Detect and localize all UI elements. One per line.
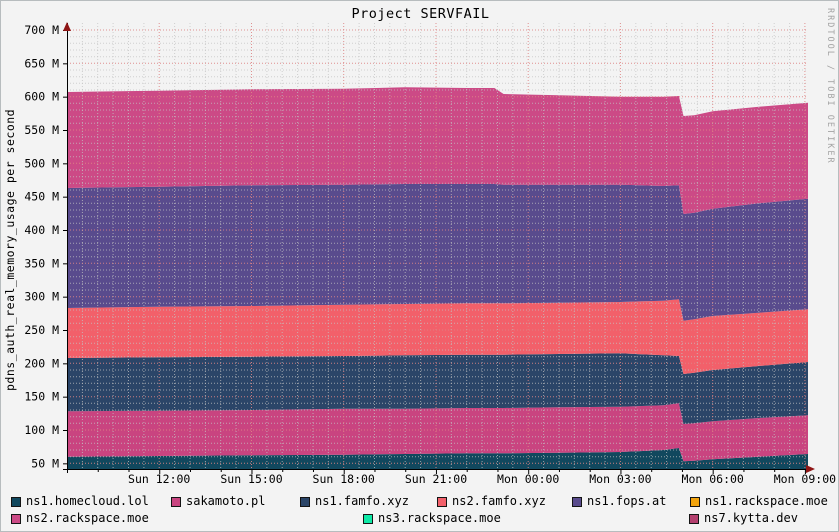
legend-swatch-icon	[437, 496, 447, 507]
legend-label: sakamoto.pl	[186, 494, 266, 508]
svg-text:Sun 18:00: Sun 18:00	[313, 472, 375, 486]
legend-item-ns1-fops-at: ns1.fops.at	[572, 495, 666, 508]
svg-text:Sun 15:00: Sun 15:00	[220, 472, 282, 486]
x-tick-labels: Sun 12:00 Sun 15:00 Sun 18:00 Sun 21:00 Mon …	[128, 472, 836, 486]
x-axis-arrow-icon	[806, 465, 815, 473]
svg-text:Sun 12:00: Sun 12:00	[128, 472, 190, 486]
svg-text:350 M: 350 M	[24, 256, 59, 270]
svg-text:450 M: 450 M	[24, 190, 59, 204]
legend-item-ns2-famfo-xyz: ns2.famfo.xyz	[437, 495, 546, 508]
legend-item-ns3-rackspace-moe: ns3.rackspace.moe	[363, 512, 501, 525]
svg-text:50 M: 50 M	[31, 456, 59, 470]
svg-text:300 M: 300 M	[24, 290, 59, 304]
legend-label: ns1.fops.at	[587, 494, 667, 508]
legend-item-ns1-homecloud-lol: ns1.homecloud.lol	[11, 495, 149, 508]
legend-label: ns1.homecloud.lol	[26, 494, 149, 508]
svg-text:Mon 09:00: Mon 09:00	[774, 472, 836, 486]
legend-item-ns7-kytta-dev: ns7.kytta.dev	[689, 512, 798, 525]
axes	[63, 23, 810, 474]
svg-text:250 M: 250 M	[24, 323, 59, 337]
legend-label: ns2.famfo.xyz	[452, 494, 546, 508]
y-axis-arrow-icon	[63, 22, 71, 31]
legend-swatch-icon	[572, 496, 582, 507]
svg-text:200 M: 200 M	[24, 356, 59, 370]
legend-swatch-icon	[300, 496, 310, 507]
legend-label: ns3.rackspace.moe	[378, 511, 501, 525]
svg-text:Sun 21:00: Sun 21:00	[405, 472, 467, 486]
svg-text:700 M: 700 M	[24, 23, 59, 37]
svg-text:Mon 00:00: Mon 00:00	[497, 472, 559, 486]
svg-text:Mon 06:00: Mon 06:00	[682, 472, 744, 486]
legend-item-ns1-rackspace-moe: ns1.rackspace.moe	[690, 495, 828, 508]
svg-text:550 M: 550 M	[24, 123, 59, 137]
area-ns2.rackspace.moe	[67, 87, 808, 214]
svg-text:500 M: 500 M	[24, 156, 59, 170]
svg-text:100 M: 100 M	[24, 423, 59, 437]
area-ns2.famfo.xyz	[67, 299, 808, 374]
chart-title: Project SERVFAIL	[351, 6, 490, 22]
legend-swatch-icon	[363, 513, 373, 524]
svg-text:400 M: 400 M	[24, 223, 59, 237]
area-ns1.fops.at	[67, 184, 808, 321]
svg-text:150 M: 150 M	[24, 390, 59, 404]
grid-minor	[67, 23, 808, 469]
grid-major	[67, 23, 808, 469]
svg-text:600 M: 600 M	[24, 90, 59, 104]
svg-text:Mon 03:00: Mon 03:00	[589, 472, 651, 486]
legend-label: ns1.rackspace.moe	[705, 494, 828, 508]
legend-label: ns1.famfo.xyz	[315, 494, 409, 508]
legend-swatch-icon	[689, 513, 699, 524]
legend-item-ns1-famfo-xyz: ns1.famfo.xyz	[300, 495, 409, 508]
area-sakamoto.pl	[67, 403, 808, 462]
legend-swatch-icon	[11, 513, 21, 524]
stacked-areas	[67, 87, 808, 469]
memory-usage-stacked-area-chart: 700 M 650 M 600 M 550 M 500 M 450 M 400 M 350 M…	[24, 22, 836, 486]
rrdtool-attribution: RRDTOOL / TOBI OETIKER	[825, 8, 835, 165]
legend-swatch-icon	[11, 496, 21, 507]
svg-text:650 M: 650 M	[24, 56, 59, 70]
area-ns1.famfo.xyz	[67, 353, 808, 424]
legend-swatch-icon	[690, 496, 700, 507]
legend-label: ns7.kytta.dev	[704, 511, 798, 525]
legend-swatch-icon	[171, 496, 181, 507]
legend-item-sakamoto-pl: sakamoto.pl	[171, 495, 265, 508]
legend-item-ns2-rackspace-moe: ns2.rackspace.moe	[11, 512, 149, 525]
legend-label: ns2.rackspace.moe	[26, 511, 149, 525]
y-tick-labels: 700 M 650 M 600 M 550 M 500 M 450 M 400 M 350 M…	[24, 23, 59, 470]
